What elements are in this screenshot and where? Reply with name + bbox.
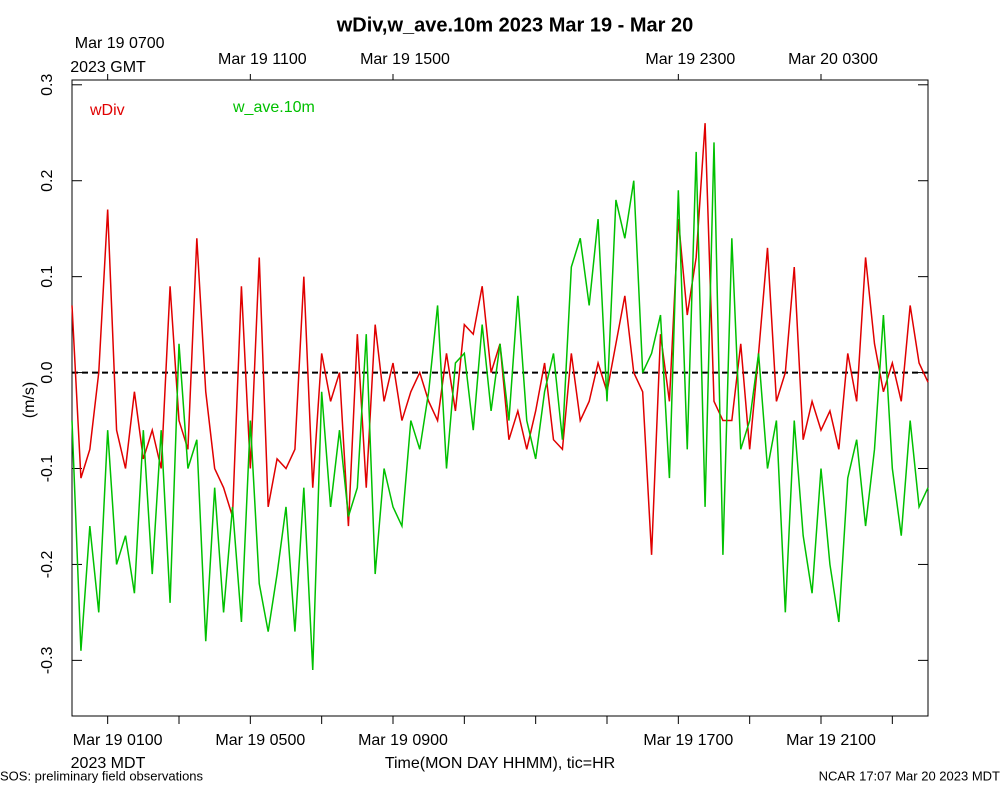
x-axis-label: Time(MON DAY HHMM), tic=HR [385,755,615,772]
y-tick-label: 0.3 [39,74,56,96]
y-tick-label: 0.1 [39,265,56,287]
x2-tick-label: Mar 20 0300 [788,51,878,68]
legend-label: w_ave.10m [232,99,315,116]
x2-tick-label: Mar 19 0700 [75,35,165,52]
y-tick-label: -0.2 [39,551,56,579]
y-tick-label: -0.3 [39,646,56,674]
top-axis-zone: 2023 GMT [70,59,146,76]
plot-frame [71,79,929,717]
x-tick-label: Mar 19 0100 [73,732,163,749]
bottom-axis-zone: 2023 MDT [71,755,146,772]
footer-right: NCAR 17:07 Mar 20 2023 MDT [819,768,1000,783]
x-tick-label: Mar 19 2100 [786,732,876,749]
y-tick-label: -0.1 [39,455,56,483]
x2-tick-label: Mar 19 1100 [218,51,307,68]
x2-tick-label: Mar 19 2300 [645,51,735,68]
y-tick-label: 0.0 [39,361,56,383]
footer-left: SOS: preliminary field observations [0,768,204,783]
chart-title: wDiv,w_ave.10m 2023 Mar 19 - Mar 20 [336,14,694,36]
x-tick-label: Mar 19 0500 [215,732,305,749]
x2-tick-label: Mar 19 1500 [360,51,450,68]
x-tick-label: Mar 19 1700 [643,732,733,749]
y-tick-label: 0.2 [39,170,56,192]
y-axis-label: (m/s) [21,382,38,418]
series-line [71,142,929,670]
x-tick-label: Mar 19 0900 [358,732,448,749]
legend-label: wDiv [89,102,125,119]
